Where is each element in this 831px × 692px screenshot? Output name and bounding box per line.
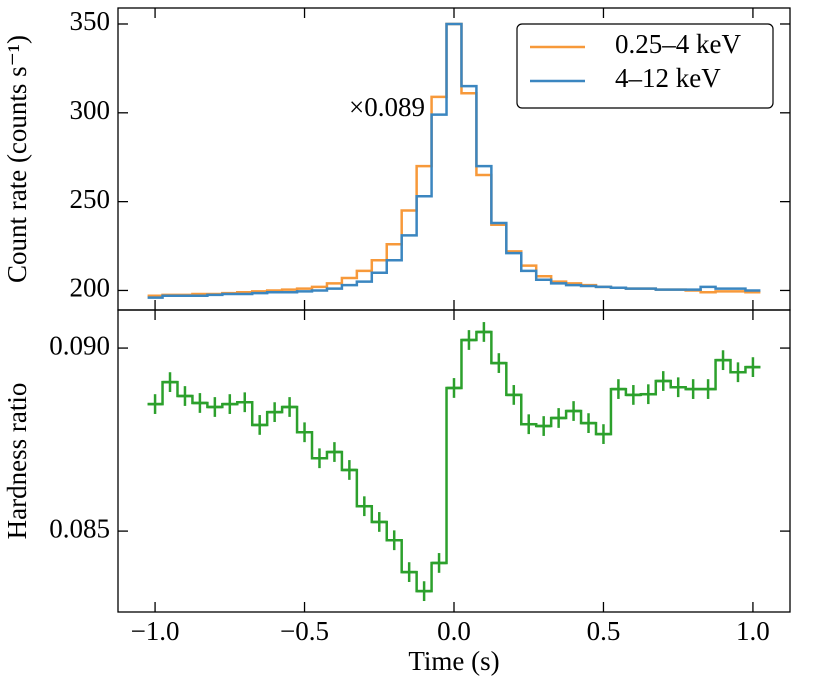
- plot-frame: [117, 309, 791, 613]
- x-tick-label: −0.5: [280, 616, 329, 646]
- y-tick-label: 300: [70, 95, 111, 125]
- x-tick-label: 1.0: [736, 616, 770, 646]
- x-tick-label: 0.0: [437, 616, 471, 646]
- x-tick-label: 0.5: [587, 616, 621, 646]
- legend: 0.25–4 keV 4–12 keV: [516, 23, 774, 109]
- y-tick-label: 250: [70, 184, 111, 214]
- x-tick-label: −1.0: [131, 616, 180, 646]
- y-tick-label: 350: [70, 6, 111, 36]
- y-tick-label: 200: [70, 273, 111, 303]
- y-axis-label: Hardness ratio: [2, 383, 32, 540]
- annotation: ×0.089: [349, 92, 425, 122]
- y-tick-label: 0.090: [49, 330, 110, 360]
- y-axis-label: Count rate (counts s⁻¹): [2, 35, 32, 283]
- step-line: [147, 330, 761, 593]
- legend-label: 0.25–4 keV: [615, 29, 741, 59]
- legend-frame: [516, 23, 774, 109]
- legend-label: 4–12 keV: [615, 63, 721, 93]
- step-line: [147, 22, 761, 299]
- x-axis-label: Time (s): [408, 646, 499, 676]
- y-tick-label: 0.085: [49, 513, 110, 543]
